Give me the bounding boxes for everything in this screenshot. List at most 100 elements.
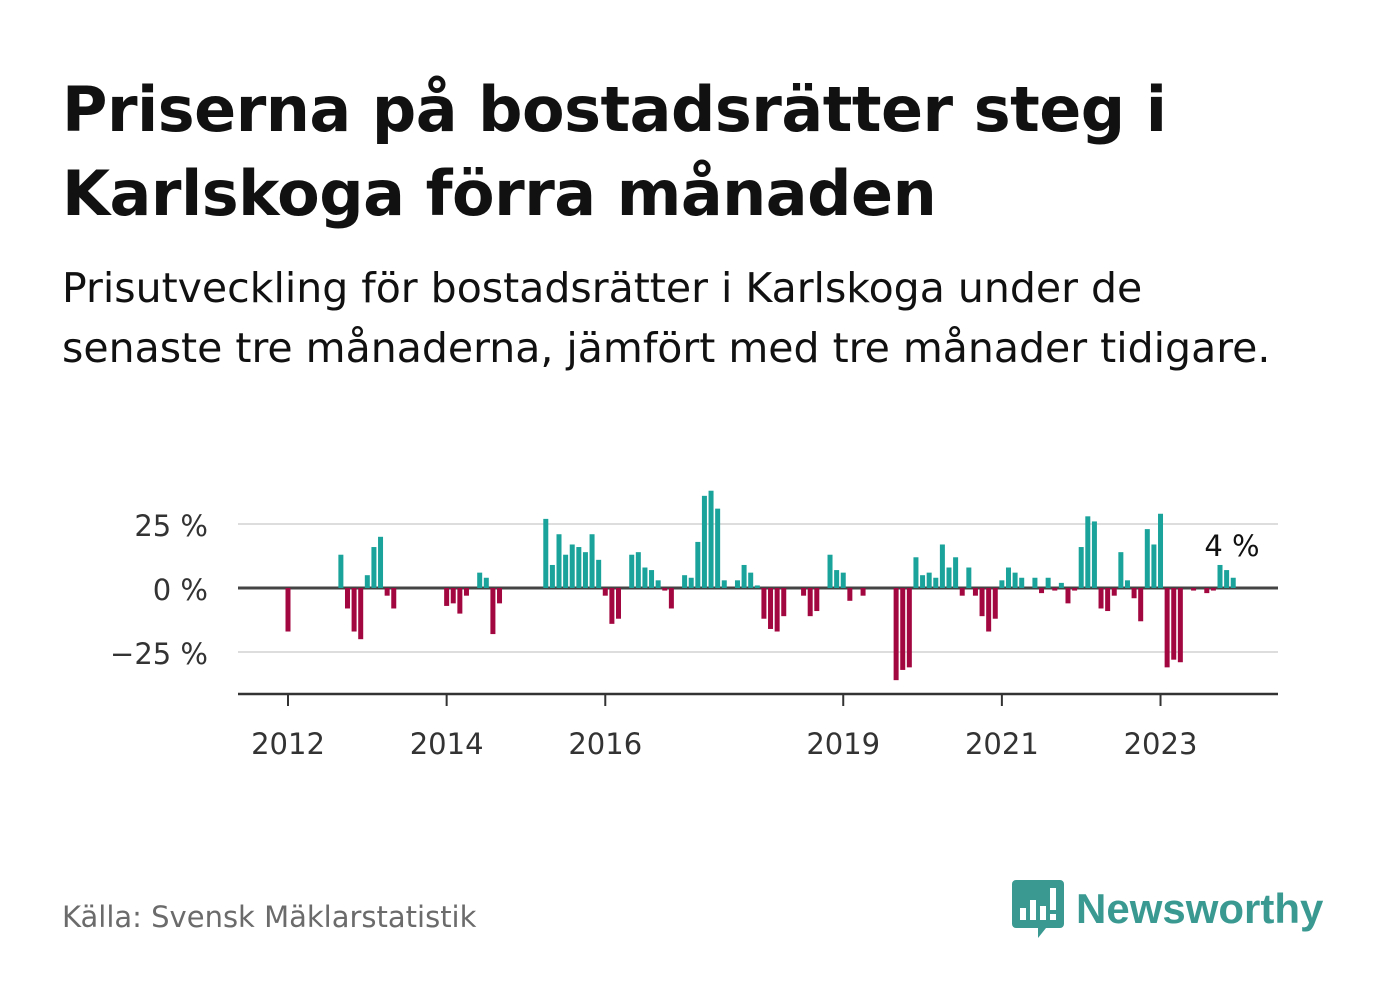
- bar: [906, 588, 912, 668]
- x-tick-label: 2014: [410, 727, 484, 761]
- x-tick-label: 2012: [251, 727, 325, 761]
- bar: [1012, 572, 1018, 588]
- bar: [371, 547, 377, 588]
- bar: [682, 575, 688, 588]
- brand-logo[interactable]: Newsworthy: [1012, 878, 1323, 940]
- bar: [926, 572, 932, 588]
- bar: [721, 580, 727, 588]
- bar: [668, 588, 674, 609]
- bar: [1217, 564, 1223, 588]
- y-tick-label: 0 %: [153, 573, 208, 607]
- bar: [715, 508, 721, 588]
- bar: [933, 577, 939, 588]
- bar: [1065, 588, 1071, 604]
- chart-subtitle: Prisutveckling för bostadsrätter i Karls…: [62, 264, 1271, 372]
- bar: [1204, 588, 1210, 594]
- x-axis-ticks: 2012 2014 2016 2019 2021 2023: [251, 694, 1197, 761]
- bar: [801, 588, 807, 596]
- bar: [1032, 577, 1038, 588]
- bar: [649, 570, 655, 588]
- bar: [893, 588, 899, 681]
- bar: [900, 588, 906, 670]
- bar: [1098, 588, 1104, 609]
- bar: [358, 588, 364, 640]
- bar: [972, 588, 978, 596]
- bar: [966, 567, 972, 588]
- bar: [807, 588, 813, 617]
- bar: [582, 552, 588, 588]
- bar: [748, 572, 754, 588]
- bar: [391, 588, 397, 609]
- bar: [834, 570, 840, 588]
- bar: [1105, 588, 1111, 612]
- x-tick-label: 2016: [568, 727, 642, 761]
- bar: [754, 585, 760, 588]
- bar: [490, 588, 496, 635]
- annotations: 4 %: [1201, 526, 1262, 566]
- bar: [827, 554, 833, 588]
- brand-name: Newsworthy: [1076, 885, 1324, 932]
- bar: [920, 575, 926, 588]
- bar: [1210, 588, 1216, 591]
- bar: [285, 588, 291, 632]
- bar: [860, 588, 866, 596]
- bar: [992, 588, 998, 619]
- bar: [576, 547, 582, 588]
- bar: [1078, 547, 1084, 588]
- bar: [986, 588, 992, 632]
- bar: [556, 534, 562, 588]
- bar: [444, 588, 450, 606]
- bar: [774, 588, 780, 632]
- bar: [483, 577, 489, 588]
- bar: [939, 544, 945, 588]
- bar: [1124, 580, 1130, 588]
- bar: [450, 588, 456, 604]
- bar: [1111, 588, 1117, 596]
- y-axis-ticks: −25 % 0 % 25 %: [110, 509, 208, 671]
- bar: [814, 588, 820, 612]
- bar: [999, 580, 1005, 588]
- bar: [847, 588, 853, 601]
- value-annotation: 4 %: [1204, 529, 1259, 563]
- bar: [1039, 588, 1045, 594]
- bar: [655, 580, 661, 588]
- bar: [979, 588, 985, 617]
- bar: [695, 541, 701, 588]
- bar-chart: −25 % 0 % 25 % 2012 2014 2016 2019 2021 2023 4 …: [110, 490, 1278, 761]
- bar: [463, 588, 469, 596]
- bar: [569, 544, 575, 588]
- bar: [497, 588, 503, 604]
- bar-chart-speech-bubble-icon: [1012, 880, 1064, 938]
- bar: [378, 536, 384, 588]
- source-note: Källa: Svensk Mäklarstatistik: [62, 900, 477, 934]
- y-tick-label: −25 %: [110, 637, 208, 671]
- bar: [1230, 577, 1236, 588]
- bar: [913, 557, 919, 588]
- bar: [384, 588, 390, 596]
- bar: [953, 557, 959, 588]
- bar: [1138, 588, 1144, 622]
- bar: [549, 564, 555, 588]
- bar: [642, 567, 648, 588]
- bar: [563, 554, 569, 588]
- bar: [1019, 577, 1025, 588]
- bar: [768, 588, 774, 629]
- bar: [609, 588, 615, 624]
- bar: [1058, 582, 1064, 588]
- bar: [761, 588, 767, 619]
- bar: [701, 495, 707, 588]
- bar: [1171, 588, 1177, 660]
- bar: [1085, 516, 1091, 588]
- bar: [662, 588, 668, 591]
- bar: [629, 554, 635, 588]
- bar: [1144, 529, 1150, 588]
- bar: [602, 588, 608, 596]
- x-tick-label: 2021: [965, 727, 1039, 761]
- bar: [1052, 588, 1058, 591]
- bar: [616, 588, 621, 619]
- y-tick-label: 25 %: [134, 509, 208, 543]
- bar: [708, 490, 714, 588]
- bar: [1045, 577, 1051, 588]
- bar: [543, 518, 549, 588]
- x-tick-label: 2023: [1124, 727, 1198, 761]
